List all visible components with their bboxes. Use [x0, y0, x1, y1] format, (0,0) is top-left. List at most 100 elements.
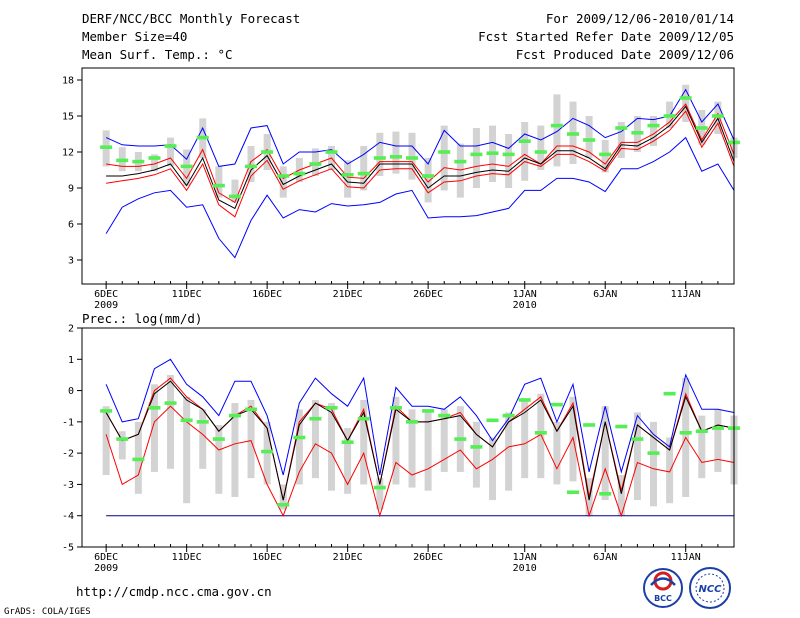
x-tick-label: 26DEC [413, 289, 443, 300]
x-tick-year: 2009 [94, 563, 118, 574]
range-bar [456, 143, 464, 198]
range-bar [328, 403, 336, 491]
range-bar [505, 134, 513, 188]
member-marker [245, 407, 258, 412]
range-bar [247, 146, 255, 182]
range-bar [392, 131, 400, 174]
member-marker [212, 183, 225, 188]
range-bar [360, 146, 368, 191]
ncc-logo-text: NCC [698, 584, 722, 595]
range-bar [279, 484, 287, 510]
member-marker [550, 123, 563, 128]
member-marker [100, 409, 113, 413]
y-tick-label: -1 [62, 417, 74, 428]
y-tick-label: 1 [68, 355, 74, 366]
variable-label: Mean Surf. Temp.: °C [82, 47, 233, 62]
series-max [105, 88, 735, 167]
plot-frame [81, 67, 735, 285]
member-marker [373, 485, 386, 490]
member-marker [325, 405, 338, 410]
member-marker [116, 158, 129, 163]
member-marker [164, 144, 177, 148]
range-bar [150, 384, 158, 472]
range-bar [215, 166, 223, 198]
y-tick-label: 3 [68, 256, 74, 267]
member-marker [486, 151, 499, 155]
range-bar [666, 437, 674, 504]
member-marker [148, 405, 161, 410]
member-marker [695, 126, 708, 130]
range-bar [376, 478, 384, 510]
member-marker [663, 114, 676, 118]
member-marker [406, 156, 419, 160]
member-marker [567, 490, 580, 495]
member-marker [438, 150, 451, 154]
member-marker [132, 159, 145, 164]
member-marker [567, 132, 580, 136]
forecast-period: For 2009/12/06-2010/01/14 [546, 11, 734, 26]
member-marker [615, 424, 628, 429]
range-bar [247, 399, 255, 479]
plot-frame [81, 327, 735, 548]
range-bar [167, 137, 175, 167]
x-tick-label: 11DEC [172, 289, 202, 300]
member-marker [389, 155, 402, 159]
member-marker [679, 431, 692, 435]
range-bar [698, 415, 706, 479]
range-bar [183, 396, 191, 504]
range-bar [344, 428, 352, 494]
range-bar [408, 409, 416, 488]
range-bar [231, 403, 239, 497]
member-marker [502, 413, 515, 418]
range-bar [537, 393, 545, 479]
range-bar [617, 122, 625, 158]
member-marker [631, 131, 644, 135]
x-tick-year: 2009 [94, 300, 118, 311]
member-marker [357, 416, 370, 421]
range-bar [360, 399, 368, 485]
grads-credit: GrADS: COLA/IGES [4, 607, 91, 617]
member-marker [518, 398, 531, 402]
x-tick-label: 1JAN [513, 552, 537, 563]
range-bar [199, 409, 207, 469]
member-marker [486, 418, 499, 423]
member-marker [341, 173, 354, 177]
range-bar [424, 409, 432, 491]
x-tick-label: 21DEC [333, 552, 363, 563]
x-tick-year: 2010 [513, 563, 537, 574]
y-tick-label: -5 [62, 543, 74, 554]
member-marker [534, 150, 547, 154]
member-marker [550, 402, 563, 407]
range-bar [424, 158, 432, 203]
member-marker [406, 420, 419, 424]
series-p10 [105, 405, 735, 518]
x-tick-label: 21DEC [333, 289, 363, 300]
member-marker [196, 420, 209, 424]
member-marker [711, 426, 724, 430]
series-p90 [106, 103, 735, 204]
member-marker [389, 405, 402, 410]
member-marker [148, 156, 161, 160]
refer-date: Fcst Started Refer Date 2009/12/05 [478, 29, 734, 44]
range-bar [440, 409, 448, 472]
series-max [105, 358, 735, 476]
range-bar [279, 166, 287, 198]
source-url[interactable]: http://cmdp.ncc.cma.gov.cn [76, 584, 272, 599]
range-bar [440, 125, 448, 191]
y-tick-label: -3 [62, 480, 74, 491]
x-tick-label: 16DEC [252, 289, 282, 300]
range-bar [553, 94, 561, 167]
member-marker [325, 150, 338, 154]
member-marker [679, 96, 692, 100]
produced-date: Fcst Produced Date 2009/12/06 [516, 47, 734, 62]
y-tick-label: 6 [68, 220, 74, 231]
y-tick-label: 9 [68, 184, 74, 195]
range-bar [521, 122, 529, 181]
series-median [105, 380, 735, 501]
x-tick-year: 2010 [513, 300, 537, 311]
ncc-logo: NCC [689, 567, 731, 609]
range-bar [601, 406, 609, 501]
member-marker [583, 138, 596, 142]
x-tick-label: 16DEC [252, 552, 282, 563]
